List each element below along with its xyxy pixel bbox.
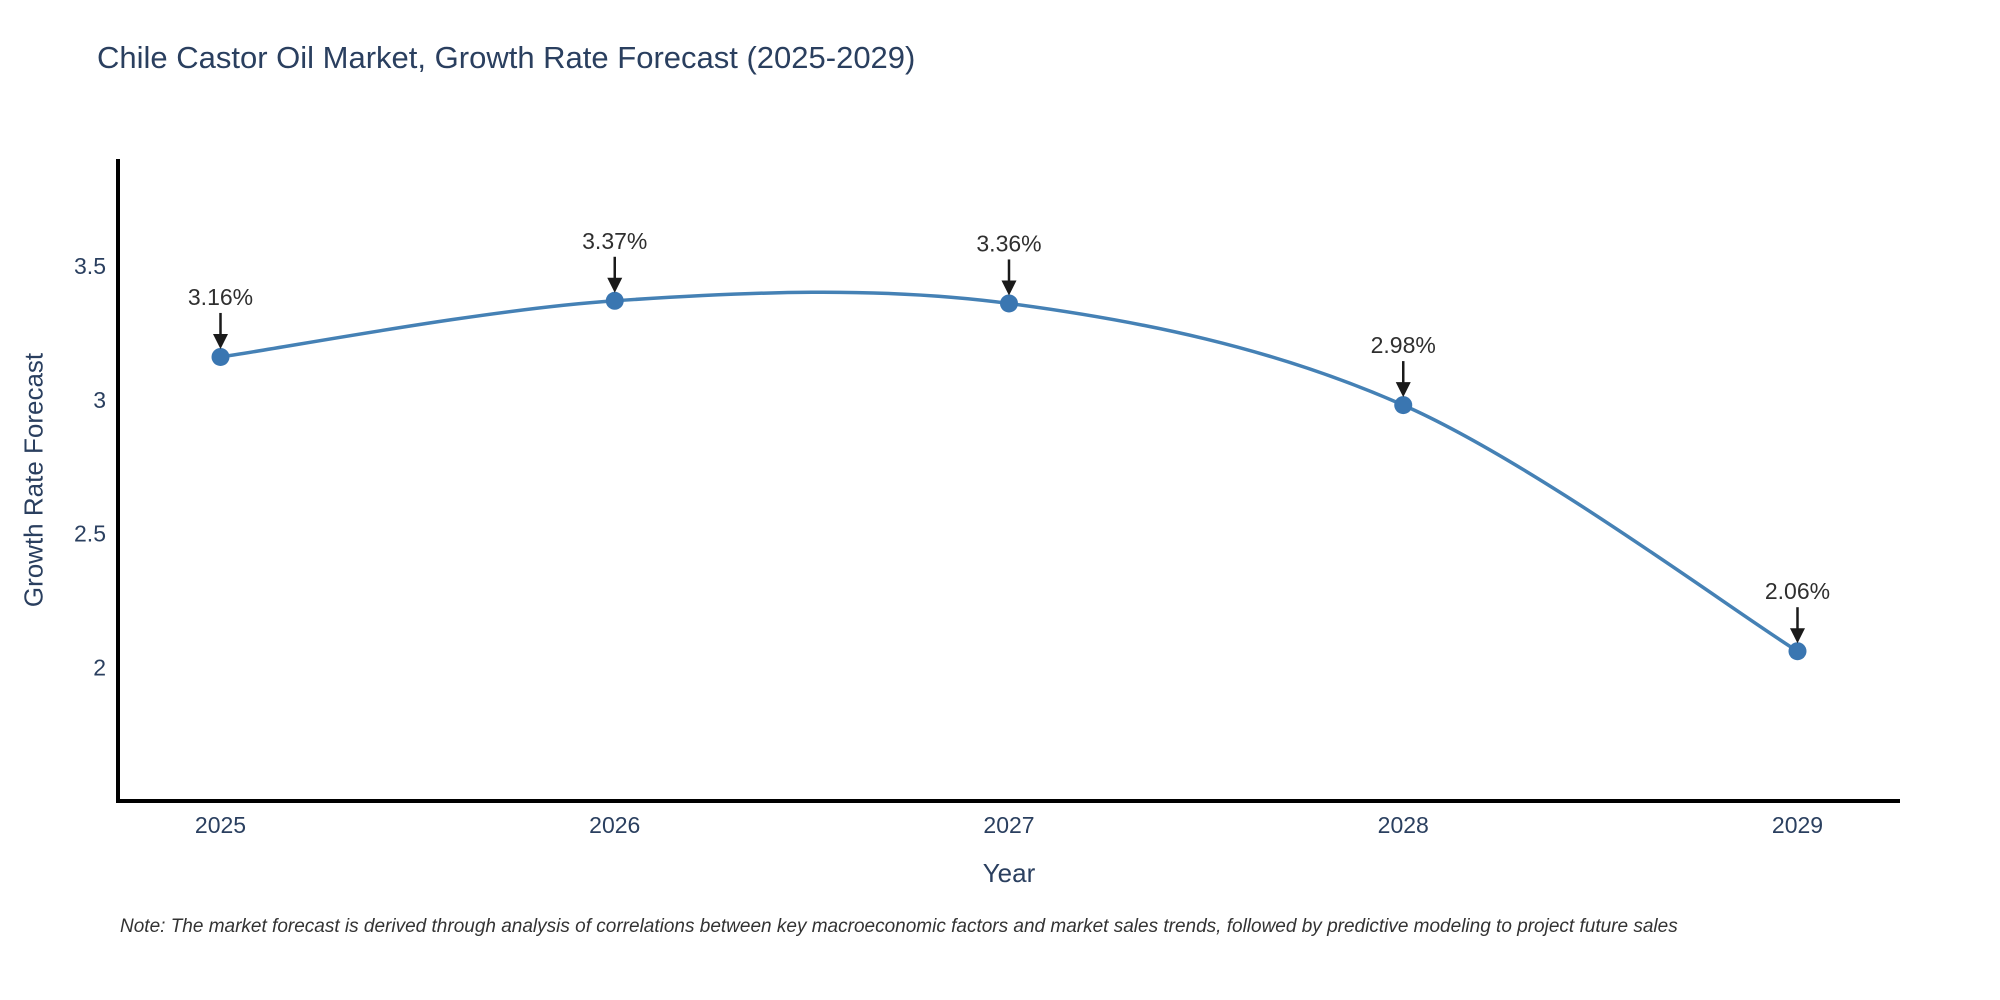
data-point-label: 3.36%: [976, 230, 1041, 256]
data-point-label: 3.37%: [582, 228, 647, 254]
footnote: Note: The market forecast is derived thr…: [120, 916, 1678, 937]
data-point-marker[interactable]: [211, 347, 230, 366]
data-point-label: 2.06%: [1765, 578, 1830, 604]
y-tick-label: 3: [93, 387, 106, 413]
annotation-arrowhead: [213, 333, 229, 349]
data-point-marker[interactable]: [1788, 642, 1807, 661]
data-point-marker[interactable]: [605, 291, 624, 310]
y-axis-title: Growth Rate Forecast: [18, 352, 49, 608]
x-tick-label: 2029: [1772, 812, 1823, 838]
y-tick-label: 3.5: [74, 253, 106, 279]
x-tick-label: 2025: [195, 812, 246, 838]
annotation-arrowhead: [1001, 280, 1017, 296]
series-line: [220, 290, 1799, 653]
x-tick-label: 2027: [983, 812, 1034, 838]
data-point-marker[interactable]: [1394, 396, 1413, 415]
data-point-label: 3.16%: [188, 284, 253, 310]
annotation-arrowhead: [607, 277, 623, 293]
x-tick-label: 2028: [1378, 812, 1429, 838]
annotation-arrowhead: [1789, 628, 1805, 644]
x-axis-title: Year: [982, 858, 1036, 888]
y-axis-title-wrap: Growth Rate Forecast: [14, 140, 54, 820]
chart-title: Chile Castor Oil Market, Growth Rate For…: [97, 40, 916, 75]
y-tick-label: 2: [93, 654, 106, 680]
data-point-label: 2.98%: [1371, 332, 1436, 358]
annotation-arrowhead: [1395, 382, 1411, 398]
x-tick-label: 2026: [589, 812, 640, 838]
data-point-marker[interactable]: [1000, 294, 1018, 313]
y-tick-label: 2.5: [74, 521, 106, 547]
